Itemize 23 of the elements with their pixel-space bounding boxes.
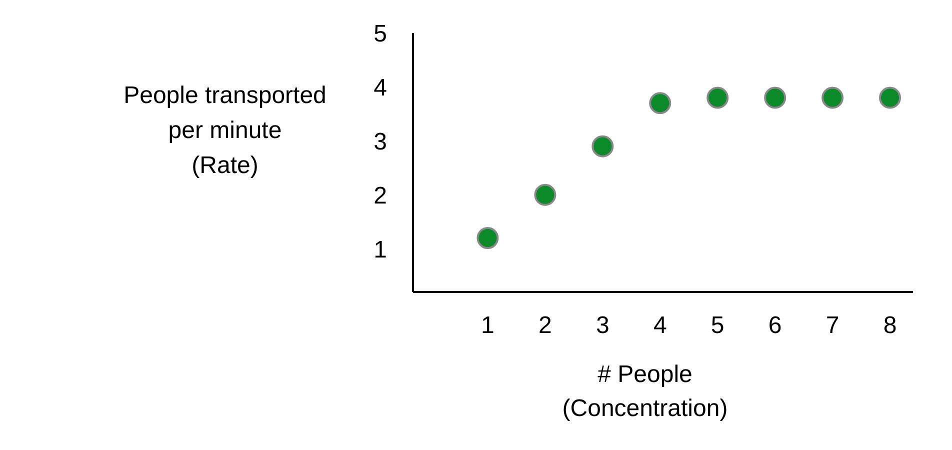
point — [534, 184, 556, 206]
x-tick-label: 5 — [710, 312, 724, 340]
y-tick-label: 4 — [374, 74, 387, 102]
point — [879, 86, 902, 109]
x-axis-title: # People (Concentration) — [561, 360, 729, 424]
x-tick-label: 7 — [826, 312, 840, 340]
x-tick-label: 8 — [883, 312, 897, 340]
point — [764, 86, 786, 109]
point — [822, 86, 844, 109]
point — [476, 227, 499, 250]
y-tick-label: 2 — [374, 182, 387, 210]
y-tick-label: 5 — [374, 20, 387, 48]
y-tick-label: 1 — [374, 236, 387, 264]
x-tick-label: 1 — [481, 312, 494, 340]
x-tick-label: 6 — [768, 312, 782, 340]
x-tick-label: 4 — [653, 312, 667, 340]
x-tick-label: 2 — [538, 312, 552, 340]
y-axis-title: People transported per minute (Rate) — [122, 81, 328, 181]
point — [592, 135, 614, 158]
point — [706, 86, 729, 109]
point — [649, 92, 672, 114]
x-tick-label: 3 — [596, 312, 610, 340]
y-tick-label: 3 — [374, 128, 387, 156]
